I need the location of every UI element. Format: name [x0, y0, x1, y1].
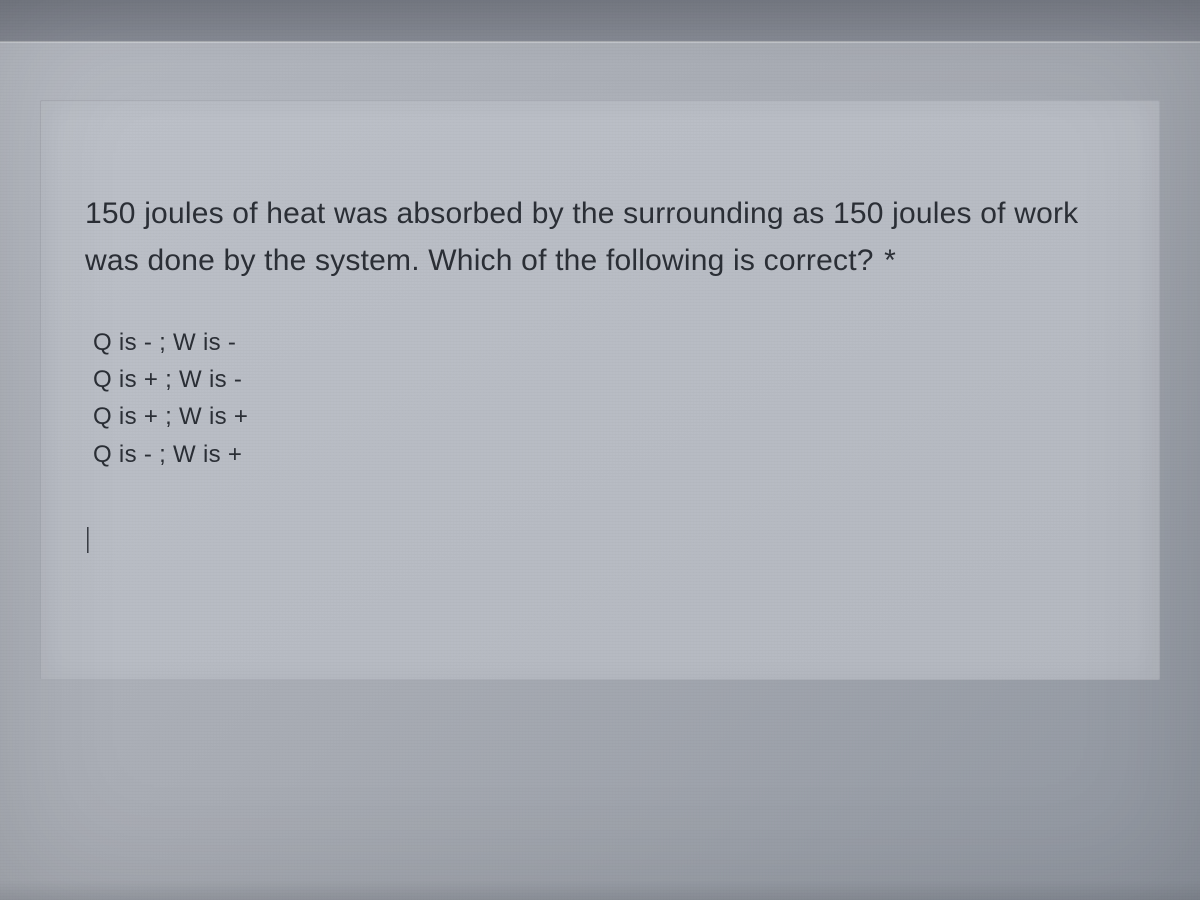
option-1-label: Q is - ; W is - [93, 329, 236, 356]
question-text: 150 joules of heat was absorbed by the s… [85, 191, 1119, 284]
answer-input-area[interactable]: | [85, 523, 1119, 555]
option-1[interactable]: Q is - ; W is - [93, 324, 1119, 361]
option-4-label: Q is - ; W is + [93, 441, 242, 468]
bottom-shadow [0, 880, 1200, 900]
option-2[interactable]: Q is + ; W is - [93, 361, 1119, 398]
text-cursor-icon: | [85, 523, 91, 554]
option-3-label: Q is + ; W is + [93, 403, 248, 430]
options-list: Q is - ; W is - Q is + ; W is - Q is + ;… [93, 324, 1119, 473]
question-body: 150 joules of heat was absorbed by the s… [85, 197, 1078, 277]
option-4[interactable]: Q is - ; W is + [93, 436, 1119, 473]
required-asterisk: * [884, 244, 896, 277]
option-2-label: Q is + ; W is - [93, 366, 242, 393]
option-3[interactable]: Q is + ; W is + [93, 398, 1119, 435]
window-top-bar [0, 0, 1200, 42]
question-card: 150 joules of heat was absorbed by the s… [40, 100, 1160, 680]
